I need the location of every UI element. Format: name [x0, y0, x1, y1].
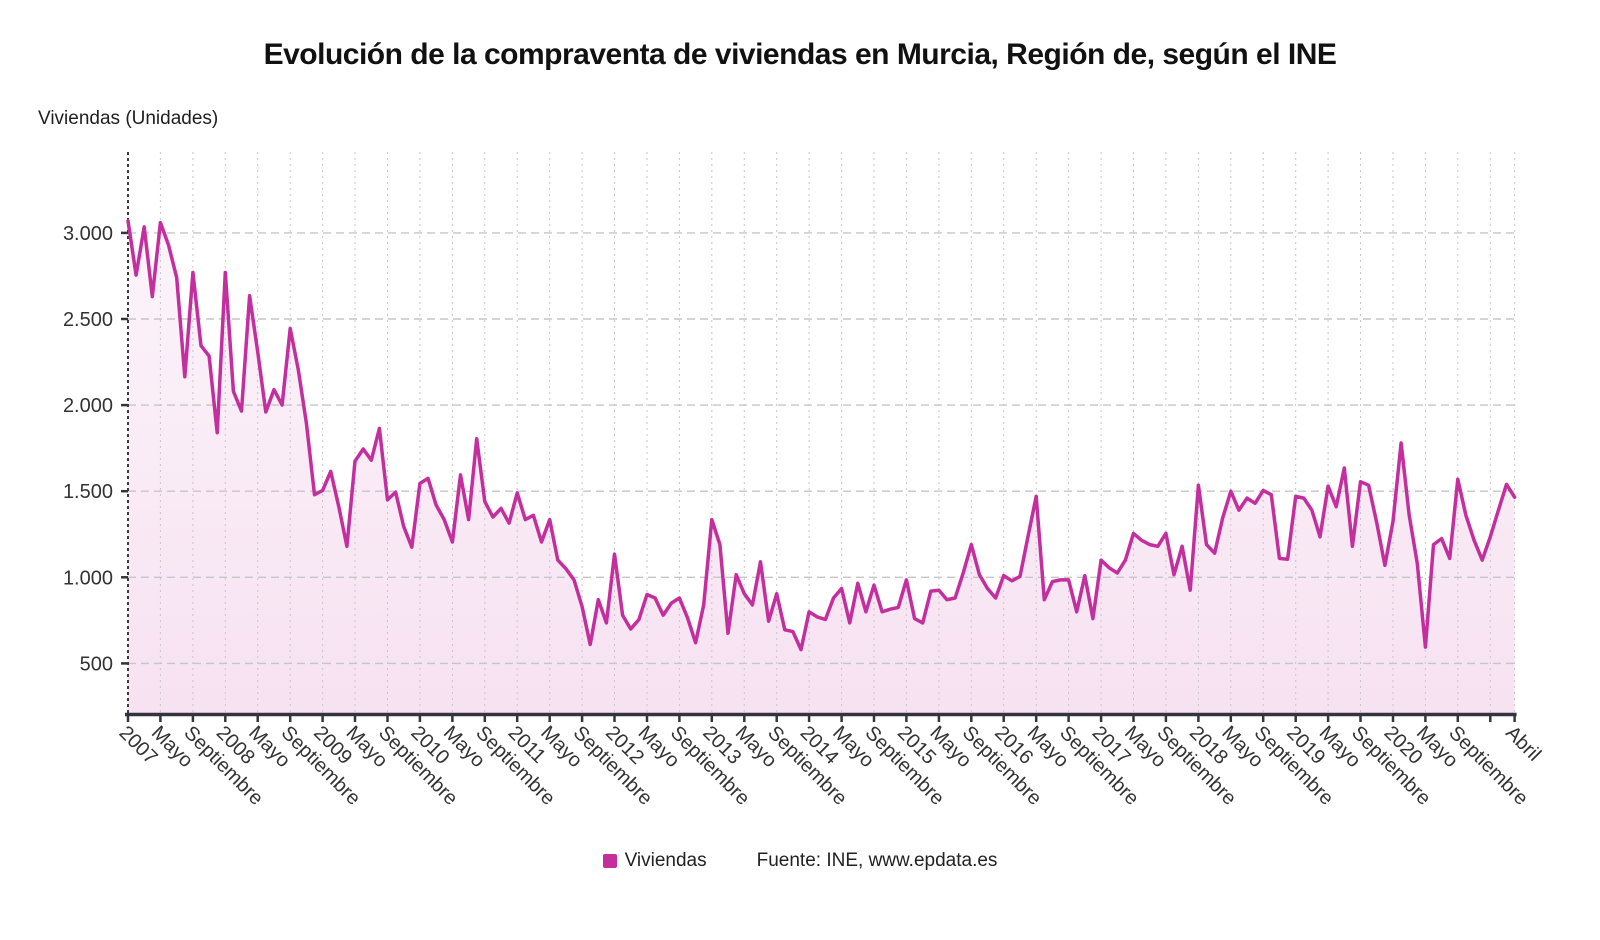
y-axis-label: 2.000: [63, 395, 113, 417]
y-axis-label: 500: [80, 653, 113, 675]
series-line: [126, 219, 1517, 652]
legend-item-viviendas[interactable]: Viviendas: [602, 850, 707, 872]
series-area: [128, 220, 1515, 713]
legend-swatch-viviendas: [602, 854, 617, 868]
chart-footer: Viviendas Fuente: INE, www.epdata.es: [0, 850, 1600, 872]
line-chart: 5001.0001.5002.0002.5003.0002007MayoSept…: [63, 152, 1545, 810]
y-axis-label: 1.500: [63, 481, 113, 503]
chart-title: Evolución de la compraventa de viviendas…: [263, 38, 1337, 71]
y-axis-label: 2.500: [63, 309, 113, 331]
y-axis-title: Viviendas (Unidades): [38, 108, 219, 129]
y-axis-label: 3.000: [63, 223, 113, 245]
x-axis-label: Abril: [1501, 722, 1545, 766]
source-text: Fuente: INE, www.epdata.es: [756, 850, 998, 871]
y-axis-label: 1.000: [63, 567, 113, 589]
legend-label: Viviendas: [624, 850, 707, 871]
